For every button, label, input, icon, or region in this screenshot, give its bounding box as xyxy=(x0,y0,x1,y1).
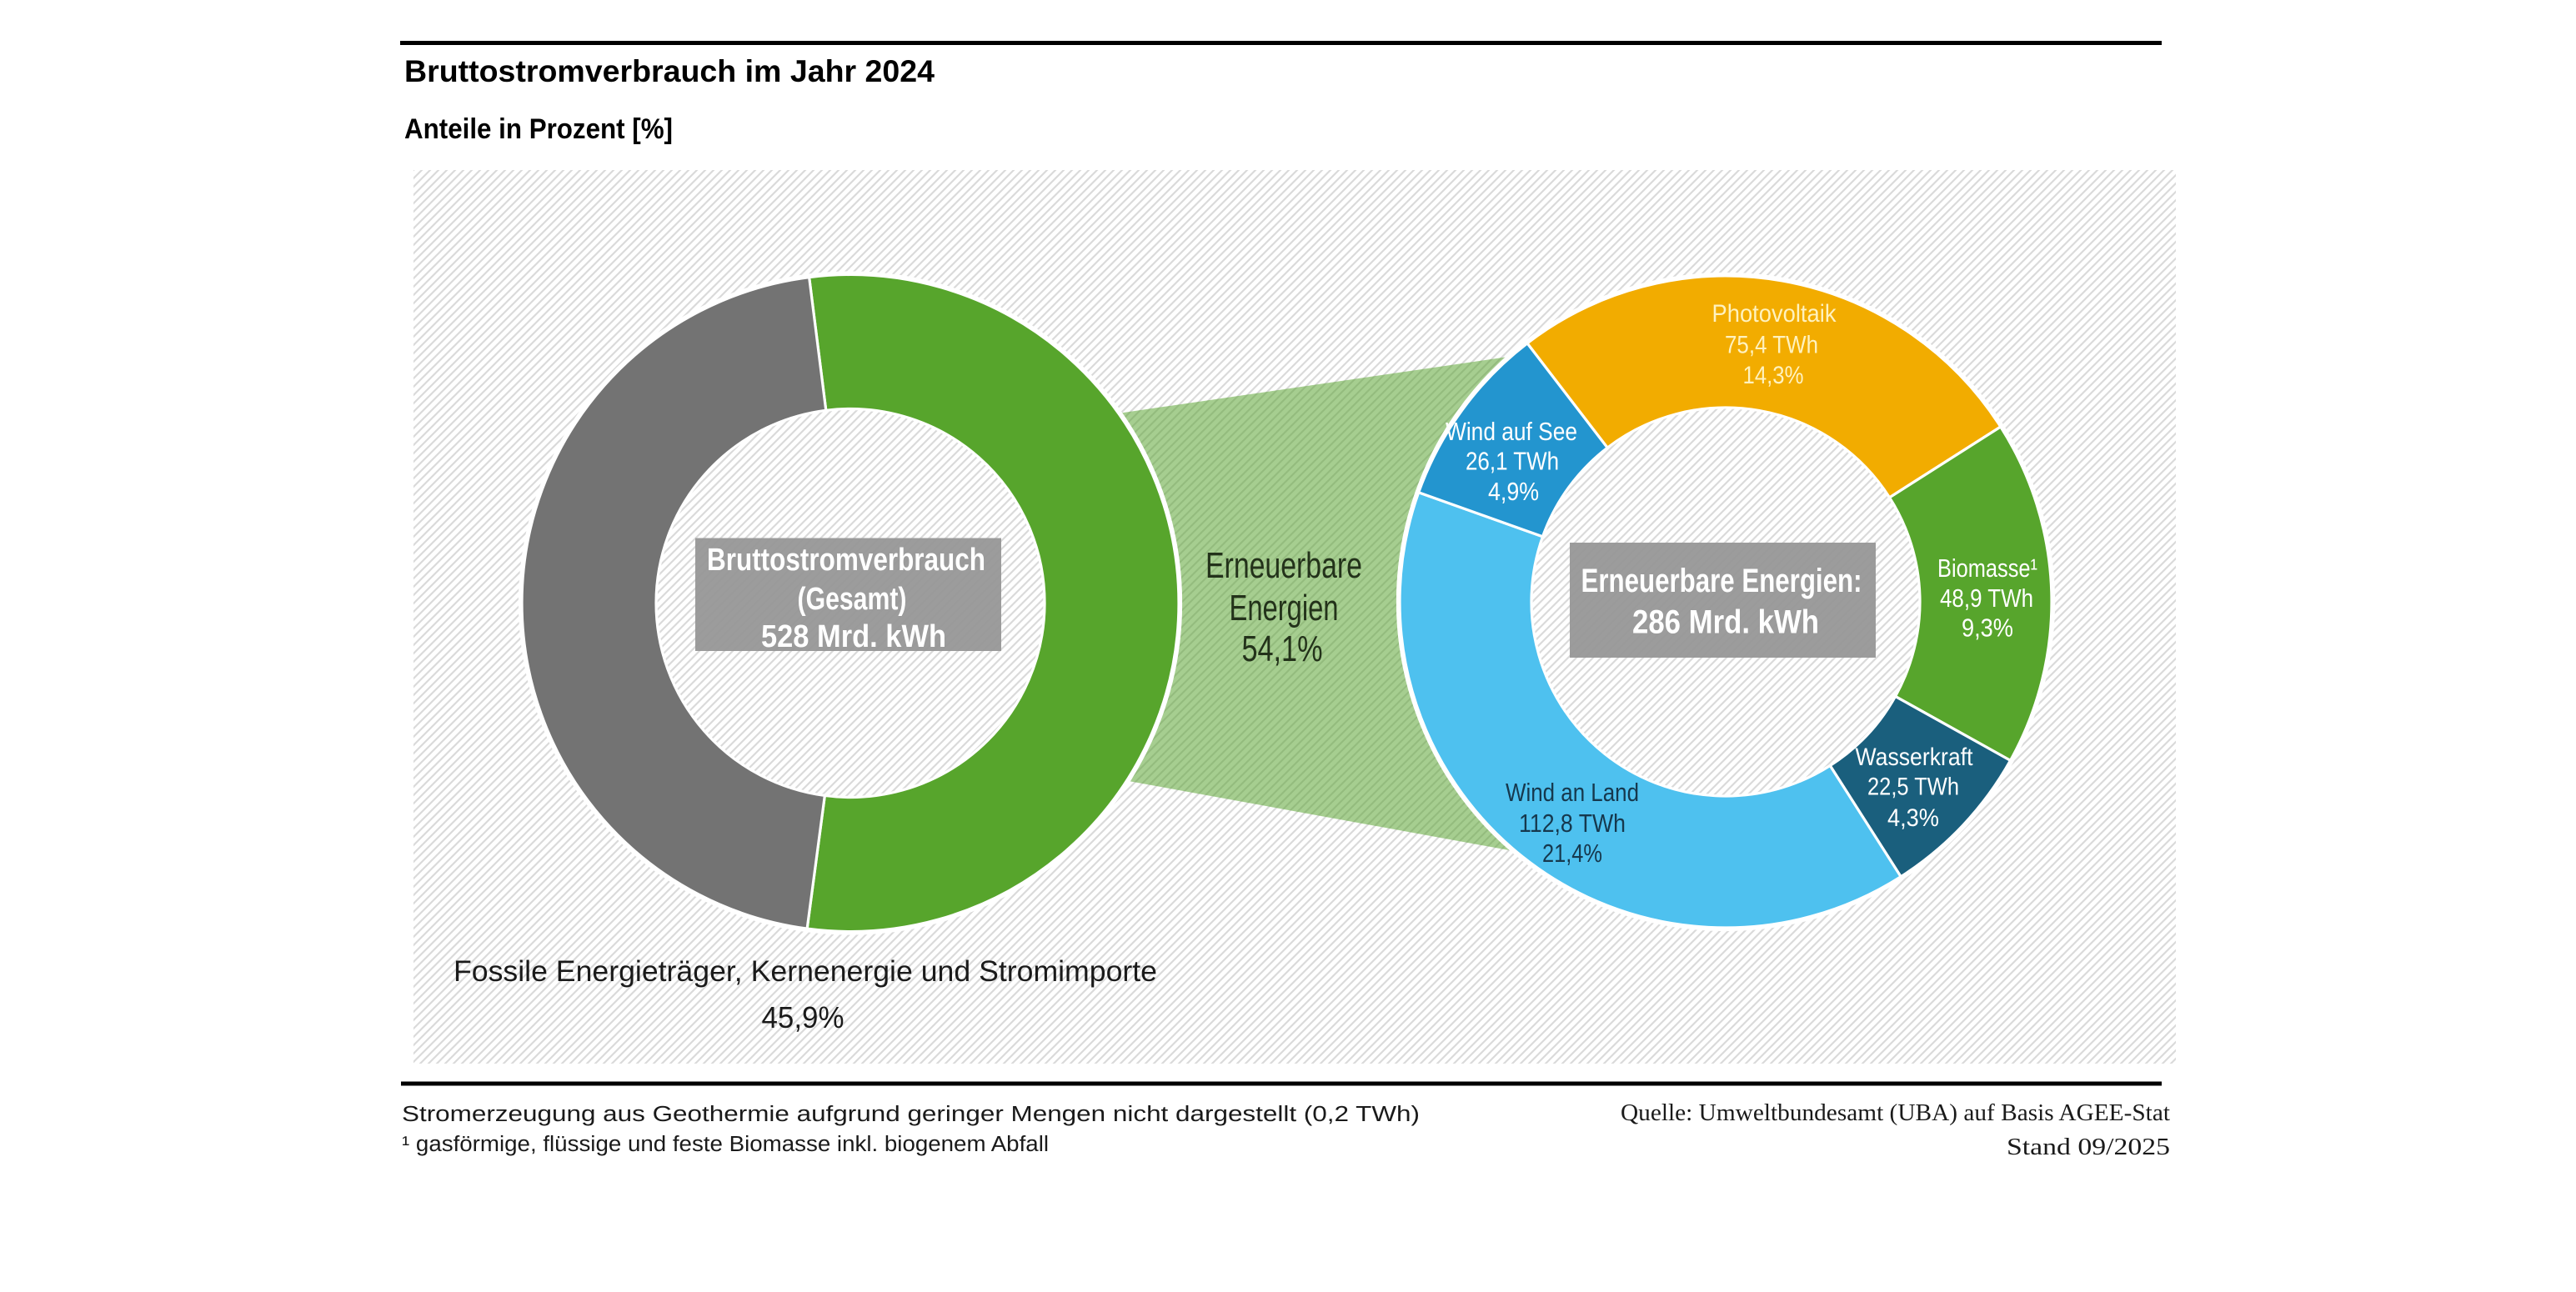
svg-text:Biomasse¹: Biomasse¹ xyxy=(1937,553,2037,583)
svg-text:Erneuerbare: Erneuerbare xyxy=(1205,545,1362,586)
svg-text:Anteile in Prozent [%]: Anteile in Prozent [%] xyxy=(404,113,673,145)
svg-text:22,5 TWh: 22,5 TWh xyxy=(1867,774,1959,801)
svg-text:21,4%: 21,4% xyxy=(1542,839,1602,868)
svg-text:(Gesamt): (Gesamt) xyxy=(798,582,907,617)
svg-text:26,1 TWh: 26,1 TWh xyxy=(1466,447,1559,476)
svg-text:45,9%: 45,9% xyxy=(762,1000,844,1034)
svg-text:Photovoltaik: Photovoltaik xyxy=(1712,300,1837,328)
svg-text:Fossile Energieträger, Kernene: Fossile Energieträger, Kernenergie und S… xyxy=(454,955,1157,988)
svg-text:Bruttostromverbrauch im Jahr 2: Bruttostromverbrauch im Jahr 2024 xyxy=(404,54,935,88)
svg-text:Wind auf See: Wind auf See xyxy=(1446,417,1577,446)
svg-text:Energien: Energien xyxy=(1230,588,1339,628)
svg-text:4,9%: 4,9% xyxy=(1488,477,1539,506)
svg-text:54,1%: 54,1% xyxy=(1242,628,1323,669)
svg-text:112,8 TWh: 112,8 TWh xyxy=(1519,809,1626,838)
svg-text:Wasserkraft: Wasserkraft xyxy=(1856,744,1974,771)
svg-text:Bruttostromverbrauch: Bruttostromverbrauch xyxy=(707,543,985,578)
svg-text:48,9 TWh: 48,9 TWh xyxy=(1940,583,2033,613)
svg-text:75,4 TWh: 75,4 TWh xyxy=(1725,332,1818,359)
svg-text:Stand 09/2025: Stand 09/2025 xyxy=(2007,1134,2170,1160)
svg-text:Erneuerbare Energien:: Erneuerbare Energien: xyxy=(1581,563,1862,599)
svg-text:4,3%: 4,3% xyxy=(1887,804,1939,832)
svg-text:9,3%: 9,3% xyxy=(1962,613,2013,643)
svg-text:14,3%: 14,3% xyxy=(1743,362,1804,389)
svg-text:¹ gasförmige, flüssige und fes: ¹ gasförmige, flüssige und feste Biomass… xyxy=(402,1133,1049,1156)
svg-text:Wind an Land: Wind an Land xyxy=(1506,778,1639,807)
svg-text:286 Mrd. kWh: 286 Mrd. kWh xyxy=(1632,604,1819,641)
svg-text:528 Mrd. kWh: 528 Mrd. kWh xyxy=(761,619,946,654)
svg-text:Stromerzeugung aus Geothermie: Stromerzeugung aus Geothermie aufgrund g… xyxy=(402,1103,1420,1126)
svg-text:Quelle: Umweltbundesamt (UBA): Quelle: Umweltbundesamt (UBA) auf Basis … xyxy=(1621,1099,2170,1126)
